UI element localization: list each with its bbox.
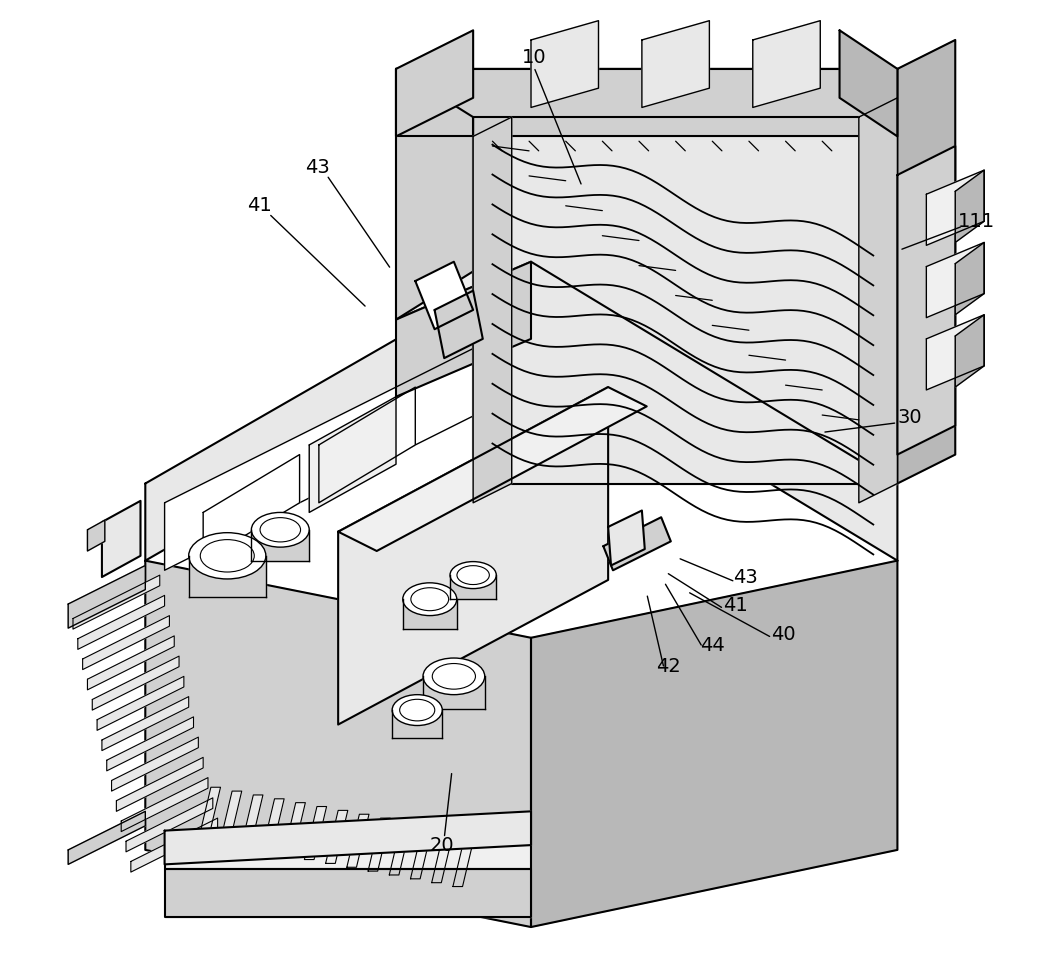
Polygon shape (121, 777, 208, 832)
Polygon shape (203, 454, 299, 561)
Ellipse shape (450, 562, 496, 589)
Polygon shape (347, 814, 369, 867)
Polygon shape (189, 556, 266, 598)
Polygon shape (396, 69, 897, 136)
Polygon shape (926, 243, 984, 317)
Polygon shape (252, 530, 309, 561)
Polygon shape (369, 818, 390, 871)
Ellipse shape (392, 694, 442, 725)
Polygon shape (107, 717, 193, 771)
Polygon shape (165, 811, 531, 864)
Text: 20: 20 (430, 835, 455, 855)
Polygon shape (402, 600, 457, 629)
Polygon shape (641, 20, 709, 107)
Polygon shape (452, 834, 475, 887)
Polygon shape (309, 396, 396, 513)
Polygon shape (955, 170, 984, 243)
Polygon shape (112, 737, 199, 791)
Polygon shape (396, 69, 474, 319)
Polygon shape (165, 869, 531, 918)
Ellipse shape (189, 533, 266, 579)
Polygon shape (474, 117, 512, 503)
Polygon shape (102, 501, 140, 577)
Polygon shape (102, 696, 189, 750)
Polygon shape (220, 791, 242, 844)
Polygon shape (165, 845, 531, 869)
Polygon shape (603, 517, 671, 571)
Text: 42: 42 (656, 658, 681, 676)
Polygon shape (319, 387, 415, 503)
Polygon shape (840, 30, 897, 136)
Ellipse shape (252, 513, 309, 547)
Polygon shape (423, 676, 484, 710)
Polygon shape (897, 40, 955, 484)
Text: 43: 43 (733, 568, 757, 587)
Polygon shape (87, 520, 105, 551)
Text: 111: 111 (958, 212, 995, 231)
Polygon shape (145, 262, 897, 561)
Polygon shape (955, 315, 984, 387)
Polygon shape (165, 338, 493, 571)
Polygon shape (305, 806, 327, 860)
Polygon shape (474, 117, 897, 484)
Polygon shape (92, 656, 179, 710)
Polygon shape (241, 795, 263, 848)
Ellipse shape (423, 658, 484, 694)
Polygon shape (73, 575, 159, 630)
Text: 30: 30 (897, 408, 922, 427)
Polygon shape (396, 69, 897, 484)
Text: 41: 41 (246, 196, 272, 216)
Polygon shape (338, 387, 647, 551)
Ellipse shape (402, 583, 457, 616)
Polygon shape (78, 596, 165, 650)
Polygon shape (117, 757, 203, 811)
Polygon shape (450, 575, 496, 600)
Polygon shape (97, 676, 184, 730)
Polygon shape (897, 146, 955, 454)
Text: 41: 41 (723, 597, 748, 615)
Text: 10: 10 (521, 47, 546, 67)
Text: 40: 40 (771, 626, 795, 644)
Polygon shape (531, 561, 897, 927)
Polygon shape (859, 98, 897, 503)
Polygon shape (326, 810, 347, 864)
Text: 43: 43 (305, 158, 329, 177)
Polygon shape (284, 803, 306, 856)
Polygon shape (145, 561, 531, 927)
Polygon shape (396, 262, 531, 396)
Polygon shape (199, 787, 221, 840)
Polygon shape (415, 262, 474, 329)
Polygon shape (926, 315, 984, 390)
Polygon shape (87, 636, 174, 689)
Polygon shape (926, 170, 984, 246)
Polygon shape (411, 826, 432, 879)
Polygon shape (83, 616, 170, 669)
Polygon shape (396, 30, 474, 136)
Polygon shape (68, 566, 145, 629)
Polygon shape (126, 798, 212, 852)
Polygon shape (262, 799, 285, 852)
Polygon shape (753, 20, 820, 107)
Polygon shape (390, 822, 411, 875)
Polygon shape (338, 387, 609, 724)
Polygon shape (392, 710, 442, 738)
Text: 44: 44 (700, 636, 724, 655)
Polygon shape (431, 830, 453, 883)
Polygon shape (131, 818, 218, 872)
Polygon shape (68, 811, 145, 864)
Polygon shape (609, 511, 645, 566)
Polygon shape (531, 20, 599, 107)
Polygon shape (955, 243, 984, 315)
Polygon shape (434, 291, 483, 358)
